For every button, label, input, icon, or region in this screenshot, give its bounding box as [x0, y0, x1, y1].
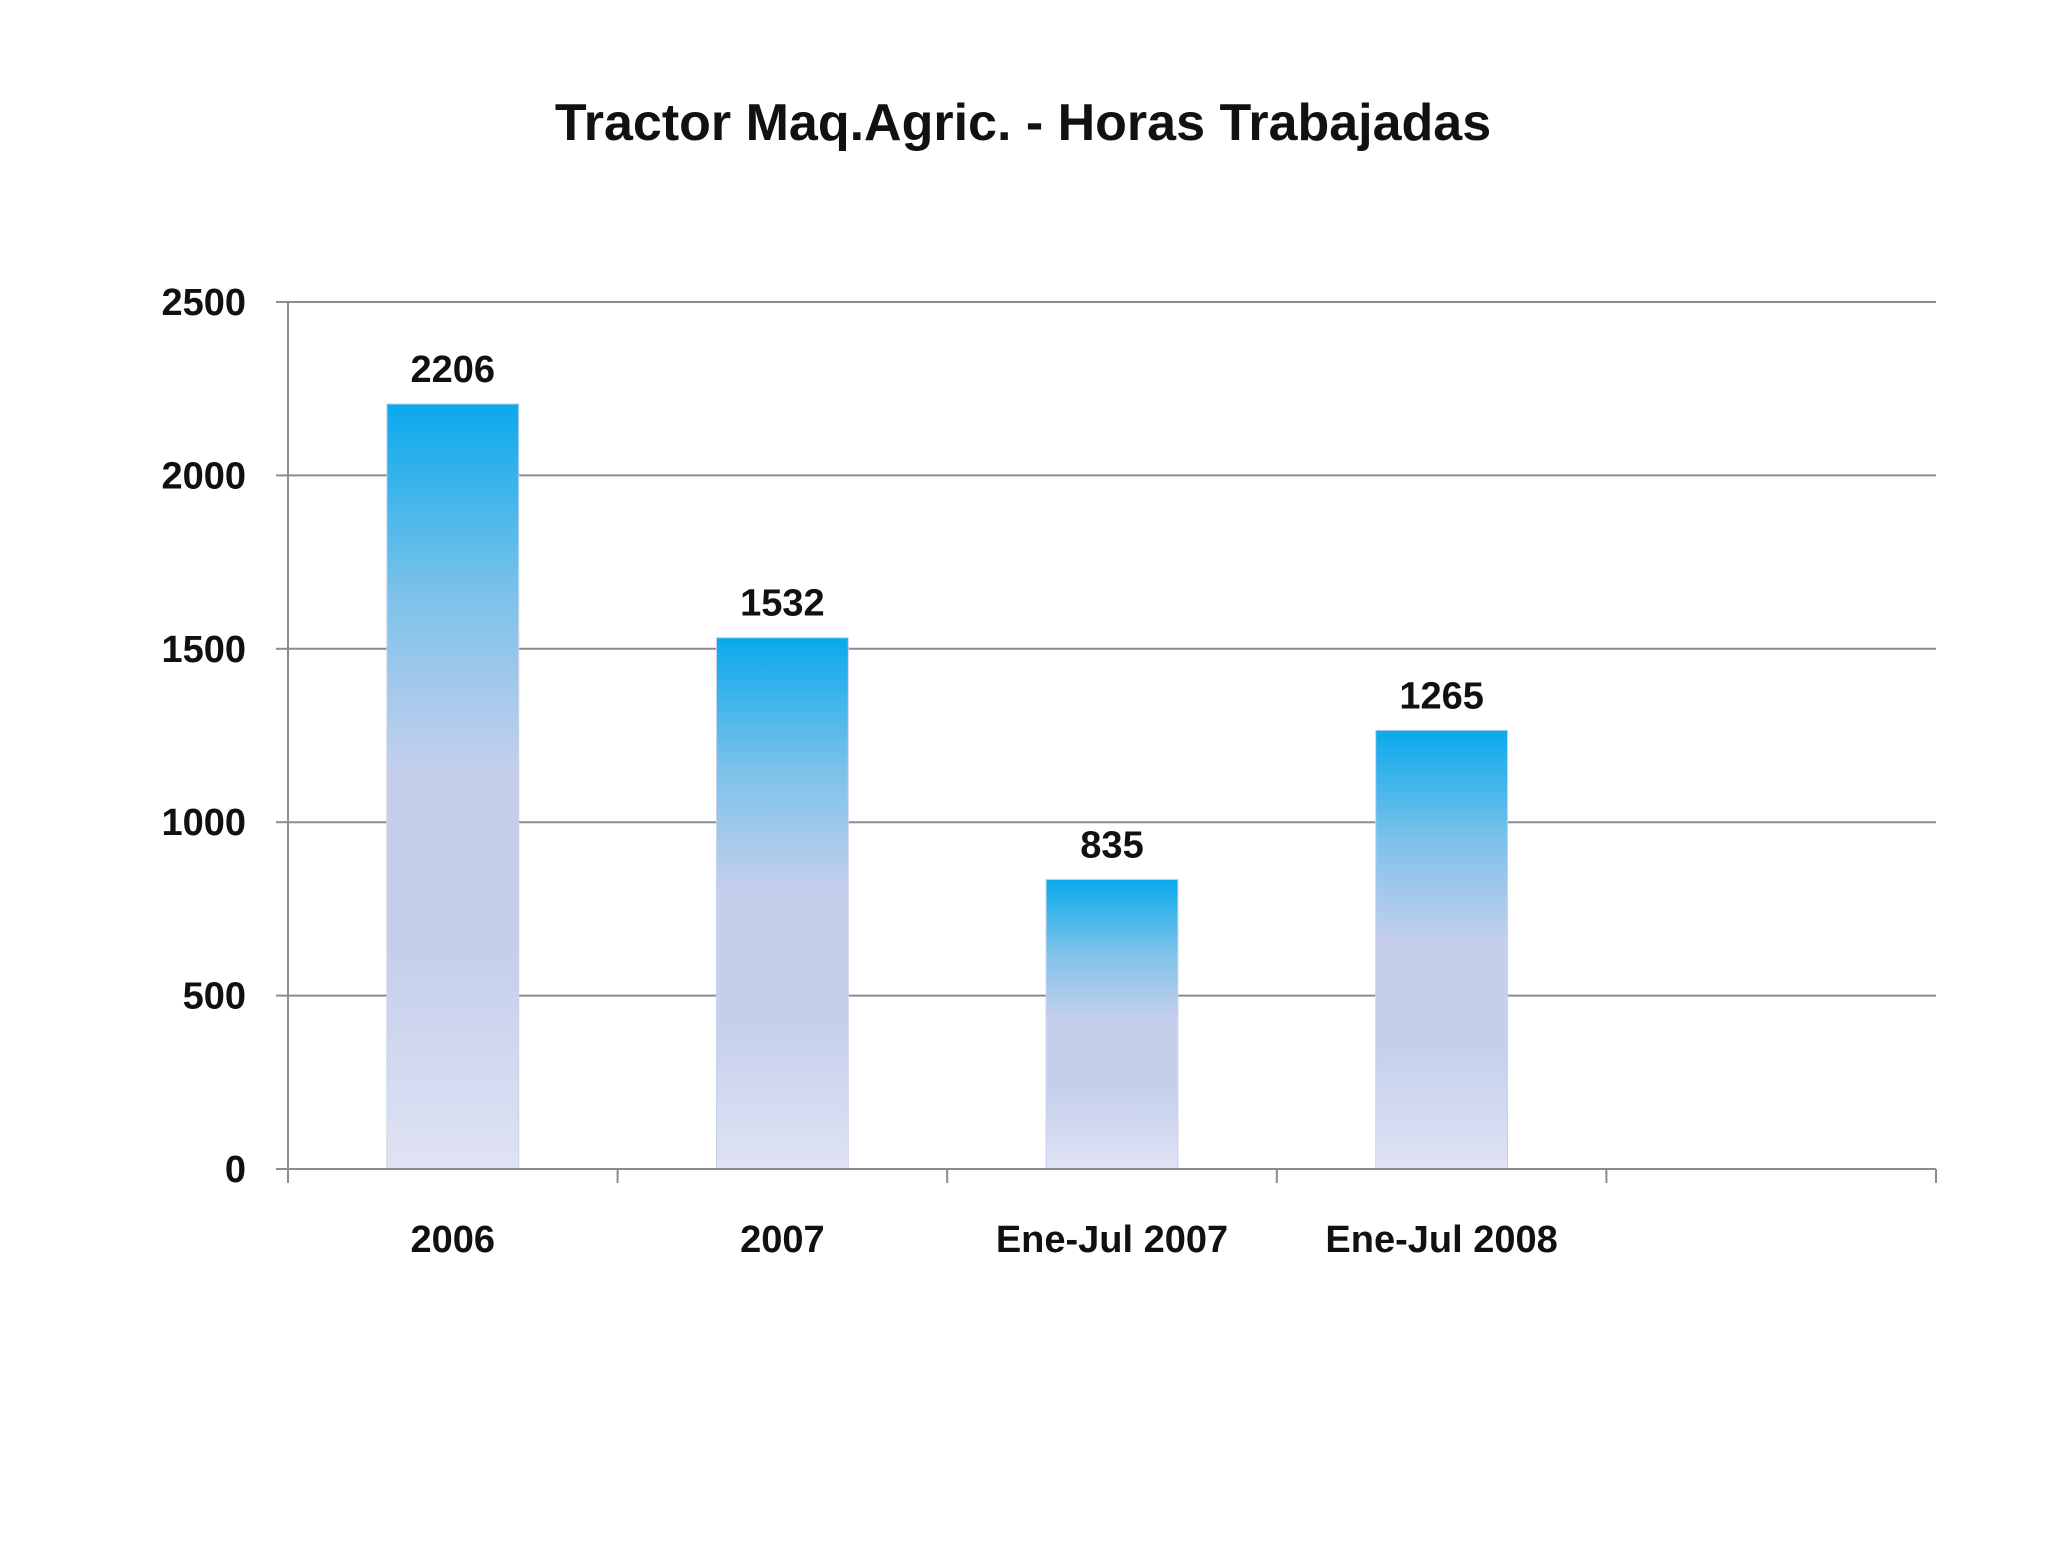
- bar: [1375, 729, 1509, 1170]
- y-tick-label: 1500: [161, 629, 246, 671]
- labels: 0 500 1000 1500 2000 2500 2206 2006 1532 2007 835 E…: [161, 282, 1557, 1261]
- y-tick-label: 1000: [161, 802, 246, 844]
- data-label: 1532: [740, 583, 825, 625]
- y-tick-label: 0: [225, 1149, 246, 1191]
- data-label: 2206: [411, 349, 496, 391]
- data-label: 835: [1080, 824, 1143, 866]
- y-tick-label: 2000: [161, 455, 246, 497]
- y-tick-label: 500: [183, 976, 246, 1018]
- data-label: 1265: [1399, 675, 1484, 717]
- bar: [386, 403, 520, 1170]
- axes: [276, 301, 1937, 1183]
- x-category-label: 2007: [740, 1219, 825, 1261]
- bar: [1045, 878, 1179, 1170]
- y-tick-label: 2500: [161, 282, 246, 324]
- bars: [386, 403, 1509, 1170]
- chart-title: Tractor Maq.Agric. - Horas Trabajadas: [555, 94, 1491, 152]
- bar: [715, 637, 849, 1170]
- x-category-label: Ene-Jul 2007: [996, 1219, 1228, 1261]
- gridlines: [288, 301, 1936, 997]
- x-category-label: 2006: [411, 1219, 496, 1261]
- x-category-label: Ene-Jul 2008: [1325, 1219, 1557, 1261]
